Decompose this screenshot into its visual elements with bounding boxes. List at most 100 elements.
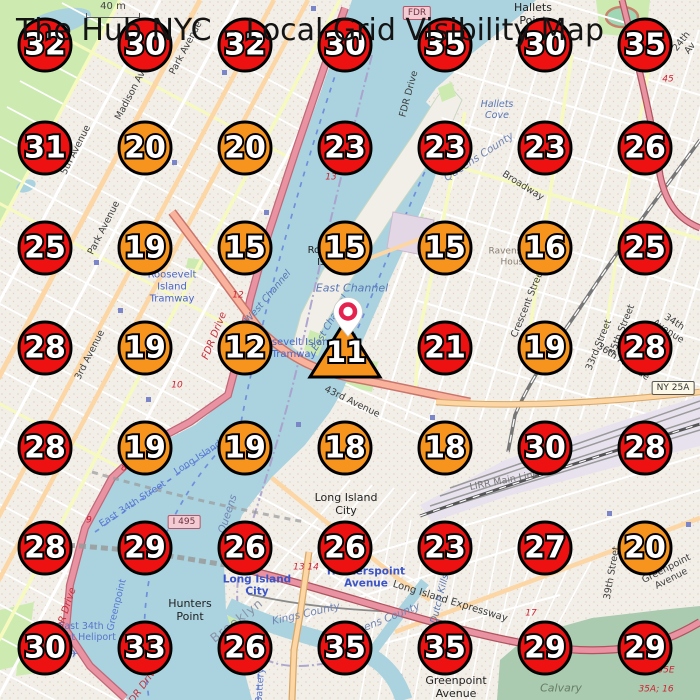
svg-text:30: 30 xyxy=(324,28,366,63)
grid-marker[interactable]: 19 xyxy=(115,218,175,278)
svg-text:26: 26 xyxy=(324,531,366,566)
northern-blvd-road xyxy=(435,388,700,408)
svg-text:18: 18 xyxy=(324,431,366,466)
svg-text:30: 30 xyxy=(24,631,66,666)
grid-marker[interactable]: 31 xyxy=(15,118,75,178)
svg-text:25: 25 xyxy=(624,231,666,266)
svg-text:28: 28 xyxy=(24,531,66,566)
svg-text:28: 28 xyxy=(624,331,666,366)
grid-marker[interactable]: 19 xyxy=(115,418,175,478)
grid-marker[interactable]: 29 xyxy=(115,518,175,578)
svg-text:26: 26 xyxy=(624,131,666,166)
grid-marker[interactable]: 25 xyxy=(15,218,75,278)
grid-marker[interactable]: 20 xyxy=(215,118,275,178)
location-pin-icon[interactable] xyxy=(331,296,365,338)
grid-marker[interactable]: 19 xyxy=(515,318,575,378)
fdr-drive-road-fill xyxy=(63,7,348,700)
grid-marker[interactable]: 25 xyxy=(615,218,675,278)
grid-marker[interactable]: 16 xyxy=(515,218,575,278)
svg-text:35: 35 xyxy=(424,631,466,666)
grid-marker[interactable]: 20 xyxy=(615,518,675,578)
grid-marker-warning-triangle[interactable]: 11 xyxy=(307,318,383,380)
grid-marker[interactable]: 29 xyxy=(615,618,675,678)
svg-text:23: 23 xyxy=(424,131,466,166)
grid-marker[interactable]: 23 xyxy=(415,518,475,578)
pulaski-bridge-road xyxy=(288,551,313,700)
grid-marker[interactable]: 32 xyxy=(215,15,275,75)
svg-text:20: 20 xyxy=(124,131,166,166)
grid-marker[interactable]: 28 xyxy=(615,418,675,478)
grid-marker[interactable]: 26 xyxy=(315,518,375,578)
grid-marker[interactable]: 33 xyxy=(115,618,175,678)
grid-marker[interactable]: 29 xyxy=(515,618,575,678)
grid-marker[interactable]: 28 xyxy=(15,518,75,578)
grid-marker[interactable]: 26 xyxy=(215,518,275,578)
svg-text:19: 19 xyxy=(224,431,266,466)
grid-marker[interactable]: 19 xyxy=(215,418,275,478)
grid-marker[interactable]: 26 xyxy=(215,618,275,678)
svg-text:30: 30 xyxy=(524,431,566,466)
grid-marker[interactable]: 23 xyxy=(515,118,575,178)
svg-text:28: 28 xyxy=(624,431,666,466)
svg-text:35: 35 xyxy=(424,28,466,63)
grid-marker[interactable]: 20 xyxy=(115,118,175,178)
svg-text:15: 15 xyxy=(324,231,366,266)
svg-text:28: 28 xyxy=(24,431,66,466)
svg-text:21: 21 xyxy=(424,331,466,366)
grid-marker[interactable]: 15 xyxy=(215,218,275,278)
svg-text:31: 31 xyxy=(24,131,66,166)
queensboro-bridge xyxy=(168,209,471,407)
svg-text:33: 33 xyxy=(124,631,166,666)
svg-text:30: 30 xyxy=(124,28,166,63)
grid-marker[interactable]: 35 xyxy=(415,15,475,75)
svg-text:32: 32 xyxy=(224,28,266,63)
svg-text:19: 19 xyxy=(124,431,166,466)
grid-marker[interactable]: 30 xyxy=(515,418,575,478)
svg-text:20: 20 xyxy=(224,131,266,166)
grid-marker[interactable]: 30 xyxy=(115,15,175,75)
grid-marker[interactable]: 21 xyxy=(415,318,475,378)
grid-marker[interactable]: 23 xyxy=(315,118,375,178)
grid-marker[interactable]: 30 xyxy=(315,15,375,75)
grid-marker[interactable]: 28 xyxy=(615,318,675,378)
svg-text:19: 19 xyxy=(524,331,566,366)
grid-marker[interactable]: 28 xyxy=(15,318,75,378)
grid-marker[interactable]: 28 xyxy=(15,418,75,478)
svg-text:30: 30 xyxy=(524,28,566,63)
svg-text:12: 12 xyxy=(224,331,266,366)
grid-marker[interactable]: 30 xyxy=(515,15,575,75)
grid-marker[interactable]: 26 xyxy=(615,118,675,178)
svg-text:26: 26 xyxy=(224,631,266,666)
svg-text:23: 23 xyxy=(524,131,566,166)
svg-text:11: 11 xyxy=(326,335,366,369)
grid-marker[interactable]: 15 xyxy=(315,218,375,278)
svg-text:35: 35 xyxy=(324,631,366,666)
ny-25a-badge: NY 25A xyxy=(651,381,695,395)
grid-marker[interactable]: 19 xyxy=(115,318,175,378)
svg-text:15: 15 xyxy=(224,231,266,266)
grid-marker[interactable]: 18 xyxy=(415,418,475,478)
fdr-route-badge: FDR xyxy=(402,6,432,20)
grid-marker[interactable]: 35 xyxy=(615,15,675,75)
svg-text:23: 23 xyxy=(324,131,366,166)
svg-text:18: 18 xyxy=(424,431,466,466)
svg-text:29: 29 xyxy=(124,531,166,566)
grid-marker[interactable]: 15 xyxy=(415,218,475,278)
rail-tunnel xyxy=(91,470,306,524)
grid-marker[interactable]: 18 xyxy=(315,418,375,478)
grid-marker[interactable]: 27 xyxy=(515,518,575,578)
grid-marker[interactable]: 12 xyxy=(215,318,275,378)
grid-marker[interactable]: 35 xyxy=(315,618,375,678)
grid-marker[interactable]: 32 xyxy=(15,15,75,75)
svg-text:15: 15 xyxy=(424,231,466,266)
grid-marker[interactable]: 35 xyxy=(415,618,475,678)
i495-badge: I 495 xyxy=(167,515,201,529)
svg-text:20: 20 xyxy=(624,531,666,566)
svg-text:32: 32 xyxy=(24,28,66,63)
page-title: The Hub NYC – Local Grid Visibility Map xyxy=(16,13,604,48)
grid-marker[interactable]: 30 xyxy=(15,618,75,678)
grid-marker[interactable]: 23 xyxy=(415,118,475,178)
svg-text:19: 19 xyxy=(124,331,166,366)
svg-text:26: 26 xyxy=(224,531,266,566)
